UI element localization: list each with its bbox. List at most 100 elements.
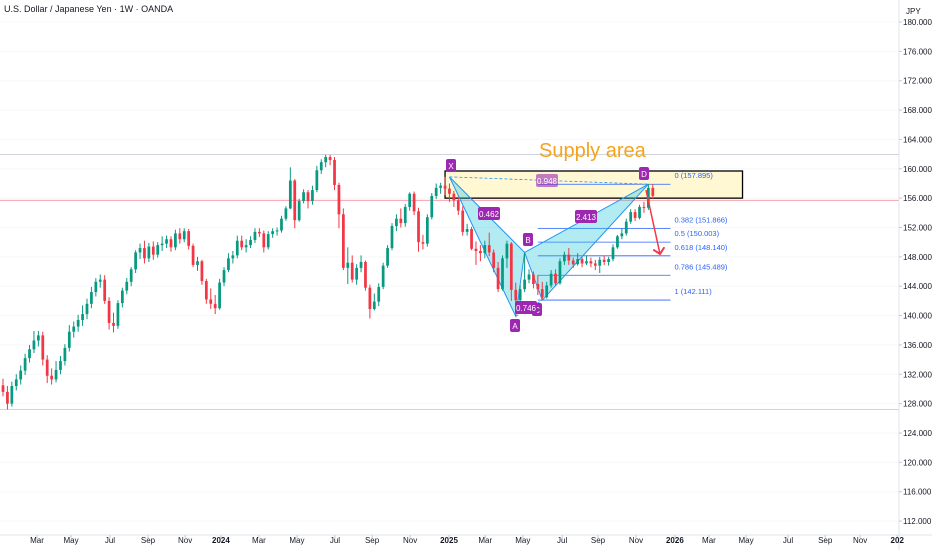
x-tick-label: Jul xyxy=(330,536,340,545)
grid xyxy=(0,21,899,522)
candle-body xyxy=(346,262,350,268)
y-tick-label: 128.000 xyxy=(903,400,932,409)
candle-body xyxy=(611,247,615,260)
candle-body xyxy=(549,273,553,286)
x-tick-label: Nov xyxy=(629,536,643,545)
candle-body xyxy=(585,261,588,264)
fib-label: 0.5 (150.003) xyxy=(674,229,719,238)
candle-body xyxy=(505,243,509,259)
candle-body xyxy=(284,208,288,219)
pattern-point-badge xyxy=(523,233,533,246)
candle-body xyxy=(85,303,89,315)
candle-body xyxy=(616,236,619,248)
pattern-point-badge xyxy=(446,159,456,172)
candle-body xyxy=(315,170,319,191)
pattern-point-label: X xyxy=(448,162,454,171)
candle-body xyxy=(36,335,40,341)
candle-body xyxy=(129,269,133,282)
fib-label: 0.786 (145.489) xyxy=(674,262,727,271)
candle-body xyxy=(395,218,398,227)
candle-body xyxy=(94,281,98,293)
candle-body xyxy=(134,252,137,270)
candle-body xyxy=(324,157,328,163)
candle-body xyxy=(483,245,487,254)
candle-body xyxy=(182,231,186,240)
candle-body xyxy=(54,369,58,380)
candle-body xyxy=(624,221,628,234)
candle-body xyxy=(293,180,297,221)
y-tick-label: 136.000 xyxy=(903,341,932,350)
pattern-point-label: D xyxy=(641,170,647,179)
candle-body xyxy=(589,261,593,264)
y-tick-label: 148.000 xyxy=(903,253,932,262)
candle-body xyxy=(200,261,204,282)
candle-body xyxy=(32,340,36,350)
candle-body xyxy=(81,314,84,320)
candle-body xyxy=(178,233,182,240)
pattern-ratio-line xyxy=(449,176,649,185)
candle-body xyxy=(620,233,624,237)
candle-body xyxy=(452,193,456,201)
candle-body xyxy=(302,192,305,202)
candle-body xyxy=(607,259,610,262)
candle-body xyxy=(580,259,584,264)
candle-body xyxy=(509,243,513,290)
pattern-point-badge xyxy=(510,319,520,332)
candle-body xyxy=(169,239,173,248)
x-tick-label: 202 xyxy=(891,536,905,545)
candle-body xyxy=(408,193,412,207)
candle-body xyxy=(288,180,292,209)
candle-body xyxy=(23,358,27,371)
y-tick-label: 124.000 xyxy=(903,429,932,438)
candle-body xyxy=(368,287,372,309)
x-tick-label: Nov xyxy=(403,536,417,545)
candle-body xyxy=(638,206,641,218)
candle-body xyxy=(160,243,164,246)
supply-zone xyxy=(444,170,744,199)
y-tick-label: 116.000 xyxy=(903,488,932,497)
fib-label: 1 (142.111) xyxy=(674,287,712,296)
candle-body xyxy=(67,331,71,348)
candle-body xyxy=(90,292,93,304)
x-tick-label: May xyxy=(289,536,304,545)
y-tick-label: 164.000 xyxy=(903,135,932,144)
candle-body xyxy=(492,252,496,268)
candle-body xyxy=(319,162,323,171)
ratio-label: 2.413 xyxy=(576,213,597,222)
candle-body xyxy=(602,259,606,262)
y-tick-label: 152.000 xyxy=(903,224,932,233)
candle-body xyxy=(76,319,80,327)
candle-body xyxy=(350,262,354,280)
candle-body xyxy=(41,335,45,360)
candle-body xyxy=(107,300,111,323)
candle-body xyxy=(465,228,469,232)
candle-body xyxy=(563,254,566,262)
candle-body xyxy=(337,184,341,215)
x-tick-label: Mar xyxy=(30,536,44,545)
candle-body xyxy=(593,263,597,266)
candle-body xyxy=(116,303,120,326)
candle-body xyxy=(461,210,465,232)
candle-body xyxy=(523,279,526,290)
candle-body xyxy=(372,301,376,309)
ratio-badge xyxy=(536,174,558,187)
ratio-label: 0.746 xyxy=(516,304,537,313)
candle-body xyxy=(204,281,208,300)
candle-body xyxy=(434,187,438,196)
candle-body xyxy=(253,231,257,240)
candle-body xyxy=(138,248,142,253)
candle-body xyxy=(156,245,160,255)
y-tick-label: 112.000 xyxy=(903,517,932,526)
candle-body xyxy=(266,234,270,248)
x-tick-label: Mar xyxy=(252,536,266,545)
candle-body xyxy=(364,261,367,288)
candle-body xyxy=(231,255,235,259)
candle-body xyxy=(50,375,53,380)
candle-body xyxy=(275,230,279,232)
candle-body xyxy=(381,265,385,287)
y-tick-label: 160.000 xyxy=(903,165,932,174)
candle-body xyxy=(306,192,310,202)
candle-body xyxy=(191,245,195,265)
candle-body xyxy=(554,273,557,284)
